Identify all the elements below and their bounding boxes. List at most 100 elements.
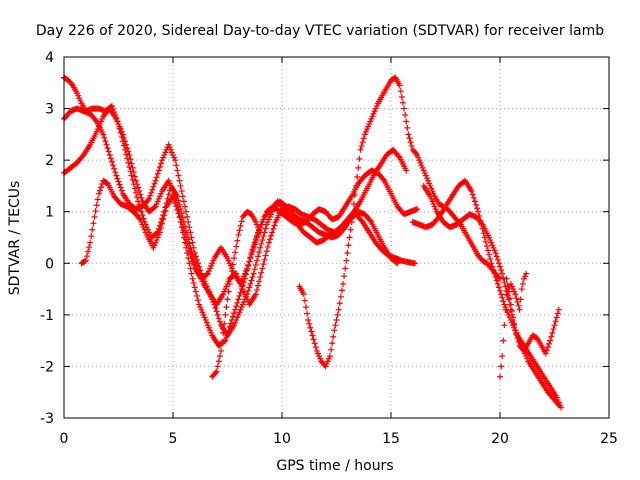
data-point xyxy=(150,183,157,190)
data-point xyxy=(175,172,182,179)
data-point xyxy=(501,322,508,329)
data-point xyxy=(131,185,138,192)
y-tick-label: 1 xyxy=(45,205,54,221)
data-point xyxy=(512,327,519,334)
data-point xyxy=(269,229,276,236)
data-point xyxy=(499,270,506,277)
data-point xyxy=(550,326,557,333)
data-point xyxy=(249,274,256,281)
data-point xyxy=(186,224,193,231)
data-point xyxy=(544,344,551,351)
data-point xyxy=(237,289,244,296)
data-point xyxy=(251,266,258,273)
data-point xyxy=(403,167,410,174)
data-point xyxy=(190,280,197,287)
data-point xyxy=(89,226,96,233)
data-point xyxy=(115,121,122,128)
data-point xyxy=(518,286,525,293)
data-point xyxy=(475,208,482,215)
data-point xyxy=(189,275,196,282)
data-point xyxy=(159,215,166,222)
series-sat-track-6 xyxy=(296,74,503,370)
data-point xyxy=(180,198,187,205)
data-point xyxy=(106,151,113,158)
data-point xyxy=(184,249,191,256)
data-point xyxy=(406,135,413,142)
data-point xyxy=(262,252,269,259)
series-sat-track-2 xyxy=(61,74,410,308)
data-point xyxy=(397,88,404,95)
data-point xyxy=(225,288,232,295)
data-point xyxy=(258,240,265,247)
data-point xyxy=(250,243,257,250)
data-point xyxy=(310,336,317,343)
data-point xyxy=(341,273,348,280)
data-point xyxy=(513,295,520,302)
data-point xyxy=(128,160,135,167)
data-point xyxy=(407,139,414,146)
data-point xyxy=(92,117,99,124)
data-point xyxy=(330,333,337,340)
data-point xyxy=(112,112,119,119)
data-point xyxy=(265,239,272,246)
y-tick-label: -3 xyxy=(40,411,54,427)
data-point xyxy=(270,225,277,232)
data-point xyxy=(262,225,269,232)
data-point xyxy=(179,193,186,200)
data-point xyxy=(148,189,155,196)
data-point xyxy=(225,327,232,334)
data-point xyxy=(359,139,366,146)
data-point xyxy=(548,333,555,340)
data-point xyxy=(185,219,192,226)
data-point xyxy=(260,233,267,240)
data-point xyxy=(251,239,258,246)
data-point xyxy=(306,320,313,327)
data-point xyxy=(193,292,200,299)
data-point xyxy=(124,155,131,162)
data-point xyxy=(188,270,195,277)
data-point xyxy=(255,282,262,289)
data-point xyxy=(468,188,475,195)
data-point xyxy=(495,284,502,291)
data-point xyxy=(177,219,184,226)
data-point xyxy=(515,338,522,345)
data-point xyxy=(311,340,318,347)
data-point xyxy=(302,304,309,311)
data-point xyxy=(213,308,220,315)
data-point xyxy=(135,198,142,205)
data-point xyxy=(179,214,186,221)
data-point xyxy=(132,177,139,184)
series-sat-track-5 xyxy=(209,208,264,380)
data-point xyxy=(245,262,252,269)
data-point xyxy=(497,263,503,270)
data-point xyxy=(253,257,260,264)
x-tick-label: 20 xyxy=(491,431,509,447)
data-point xyxy=(491,270,498,277)
data-point xyxy=(404,124,411,131)
data-point xyxy=(232,306,239,313)
data-point xyxy=(411,260,418,267)
data-point xyxy=(235,296,242,303)
data-point xyxy=(257,274,264,281)
data-point xyxy=(183,244,190,251)
data-point xyxy=(191,249,198,256)
data-point xyxy=(500,337,507,344)
data-point xyxy=(212,304,219,311)
data-point xyxy=(96,187,103,194)
data-point xyxy=(114,118,121,125)
data-point xyxy=(155,167,162,174)
data-point xyxy=(500,274,507,281)
data-point xyxy=(236,292,243,299)
data-point xyxy=(195,260,202,267)
data-point xyxy=(473,201,480,208)
data-point xyxy=(499,294,506,301)
y-tick-label: -2 xyxy=(40,359,54,375)
data-point xyxy=(517,296,524,303)
data-point xyxy=(357,146,364,153)
series-sat-track-9 xyxy=(503,275,562,357)
data-point xyxy=(162,207,169,214)
data-point xyxy=(173,203,180,210)
data-point xyxy=(334,311,341,318)
data-point xyxy=(116,125,123,132)
data-point xyxy=(349,210,356,217)
